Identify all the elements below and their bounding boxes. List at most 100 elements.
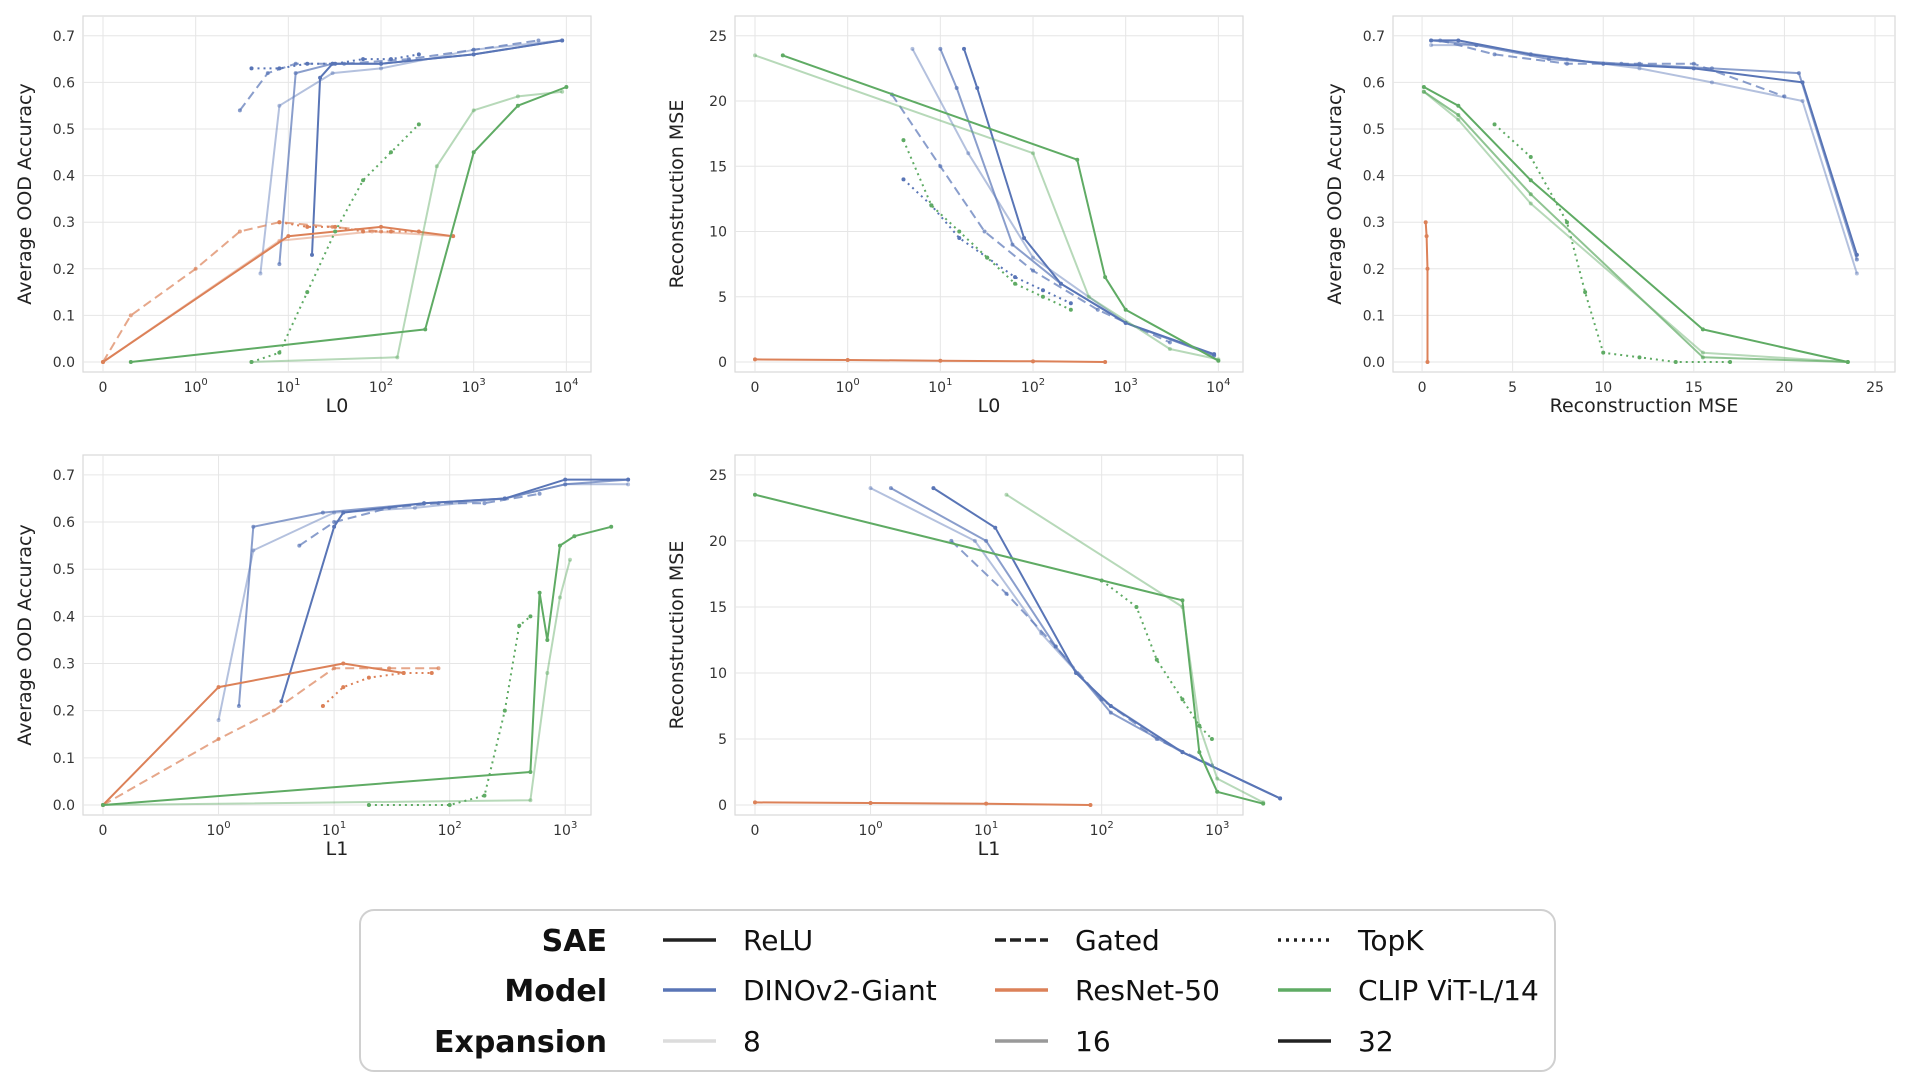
legend-heading: SAE (542, 924, 607, 959)
y-tick-label: 0.0 (1363, 355, 1385, 371)
data-point (1088, 803, 1093, 807)
data-point (406, 57, 411, 62)
legend-heading: Expansion (434, 1025, 607, 1060)
data-point (609, 524, 614, 529)
data-point (416, 122, 421, 127)
data-point (560, 38, 565, 43)
data-point (975, 85, 980, 90)
data-point (1637, 66, 1642, 71)
data-point (249, 66, 254, 71)
data-point (753, 53, 757, 58)
x-tick-label: 102 (369, 377, 393, 396)
data-point (557, 543, 562, 548)
x-axis-label: L0 (326, 395, 349, 417)
data-point (387, 666, 392, 671)
data-point (318, 75, 323, 80)
series-line-dinov2-giant-gated-16 (950, 540, 1213, 767)
data-point (395, 355, 400, 360)
y-tick-label: 15 (709, 159, 727, 175)
data-point (1095, 307, 1100, 312)
x-tick-label: 103 (1114, 377, 1138, 396)
y-tick-label: 0.6 (53, 75, 75, 91)
data-point (332, 666, 337, 671)
data-point (342, 61, 347, 66)
data-point (931, 486, 936, 491)
series-line-dinov2-giant-gated-16 (1439, 39, 1785, 98)
data-point (1565, 61, 1569, 66)
data-point (447, 803, 452, 807)
y-tick-label: 10 (709, 225, 727, 241)
plot-frame (82, 15, 592, 373)
x-tick-label: 104 (554, 377, 578, 396)
y-tick-label: 0.7 (53, 468, 75, 484)
x-tick-label: 0 (751, 823, 760, 839)
data-point (333, 229, 338, 234)
data-point (982, 229, 987, 234)
data-point (1845, 360, 1850, 364)
y-tick-label: 0.3 (53, 215, 75, 231)
x-tick-label: 100 (184, 377, 208, 396)
data-point (1154, 657, 1159, 662)
data-point (557, 595, 562, 600)
data-point (1103, 360, 1108, 364)
data-point (237, 229, 242, 234)
plot-frame (82, 454, 592, 816)
x-tick-label: 20 (1775, 380, 1793, 396)
data-point (366, 803, 371, 807)
y-tick-label: 0.0 (53, 798, 75, 814)
data-point (1709, 80, 1714, 85)
data-point (251, 524, 256, 529)
data-point (563, 477, 568, 482)
data-point (128, 360, 133, 364)
data-point (1425, 360, 1430, 364)
data-point (537, 491, 542, 496)
data-point (537, 590, 542, 595)
x-tick-label: 101 (928, 377, 952, 396)
legend-label: 8 (743, 1025, 761, 1058)
y-tick-label: 0.4 (1363, 169, 1385, 185)
data-point (984, 801, 989, 806)
data-point (845, 358, 850, 363)
data-point (330, 71, 335, 76)
data-point (1583, 290, 1588, 295)
data-point (545, 637, 550, 642)
y-tick-label: 0.6 (1363, 75, 1385, 91)
data-point (388, 57, 393, 62)
data-point (1261, 801, 1266, 806)
y-tick-label: 0.3 (53, 657, 75, 673)
data-point (416, 52, 421, 57)
data-point (101, 803, 105, 807)
data-point (333, 224, 338, 229)
data-point (1216, 358, 1221, 363)
data-point (1031, 359, 1036, 364)
data-point (320, 703, 325, 708)
data-point (910, 46, 915, 51)
data-point (780, 53, 785, 58)
data-point (1215, 789, 1220, 794)
data-point (515, 94, 520, 99)
data-point (401, 670, 406, 675)
data-point (471, 150, 476, 155)
panels-group: 0.00.10.20.30.40.50.60.70 100 101 102 103 104… (14, 15, 1896, 860)
data-point (305, 61, 310, 66)
data-point (545, 670, 550, 675)
y-tick-label: 0.5 (1363, 122, 1385, 138)
y-tick-label: 15 (709, 600, 727, 616)
y-tick-label: 0.1 (1363, 308, 1385, 324)
data-point (1123, 320, 1128, 325)
data-point (310, 252, 315, 257)
data-point (1796, 71, 1801, 76)
data-point (993, 525, 998, 530)
x-axis-label: L1 (326, 838, 349, 860)
data-point (1212, 353, 1217, 358)
data-point (1421, 89, 1426, 94)
data-point (1197, 750, 1202, 755)
y-tick-label: 0.7 (1363, 29, 1385, 45)
data-point (1528, 192, 1533, 197)
data-point (515, 103, 520, 108)
x-tick-label: 5 (1508, 380, 1517, 396)
y-axis-label: Average OOD Accuracy (14, 83, 36, 304)
data-point (1068, 307, 1073, 312)
data-point (560, 89, 565, 94)
data-point (482, 793, 487, 798)
